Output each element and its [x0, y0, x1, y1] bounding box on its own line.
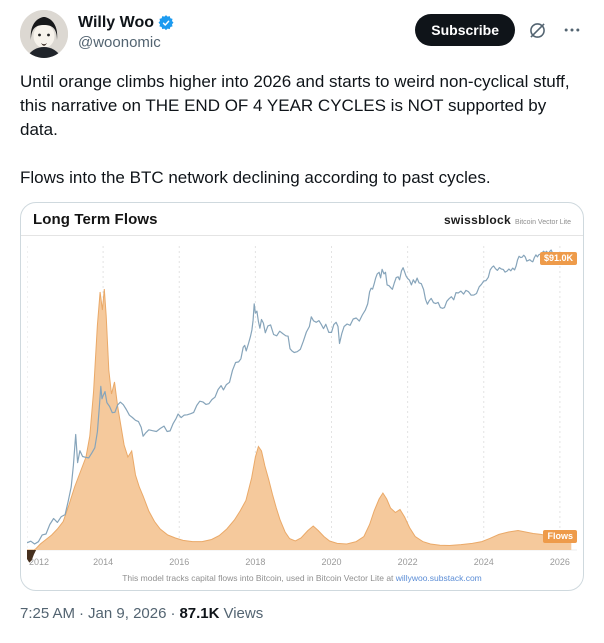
views-count: 87.1K: [179, 605, 220, 622]
tweet-text: Until orange climbs higher into 2026 and…: [20, 70, 584, 190]
name-row: Willy Woo: [78, 13, 415, 32]
subscribe-button[interactable]: Subscribe: [415, 14, 515, 46]
price-line: [27, 249, 563, 545]
chart-brand: swissblock Bitcoin Vector Lite: [444, 213, 571, 227]
separator-dot: ·: [170, 605, 176, 622]
separator-dot: ·: [79, 605, 85, 622]
price-label-badge: $91.0K: [539, 252, 577, 265]
chart-title: Long Term Flows: [33, 211, 158, 228]
caption-text: This model tracks capital flows into Bit…: [122, 573, 396, 583]
verified-badge-icon: [157, 14, 175, 32]
x-tick-label: 2016: [169, 557, 189, 567]
brand-subtitle: Bitcoin Vector Lite: [514, 218, 571, 226]
post-date: Jan 9, 2026: [88, 605, 167, 622]
author-name[interactable]: Willy Woo: [78, 13, 154, 31]
post-time: 7:25 AM: [20, 605, 76, 622]
x-tick-label: 2024: [474, 557, 494, 567]
flows-label-badge: Flows: [543, 530, 577, 543]
x-tick-label: 2018: [245, 557, 265, 567]
x-tick-label: 2026: [550, 557, 570, 567]
post-header: Willy Woo @woonomic Subscribe: [20, 10, 584, 58]
caption-link[interactable]: willywoo.substack.com: [395, 573, 482, 583]
x-tick-label: 2012: [29, 557, 49, 567]
chart-header: Long Term Flows swissblock Bitcoin Vecto…: [21, 203, 583, 236]
flows-line: [27, 288, 572, 551]
brand-name: swissblock: [443, 212, 511, 227]
x-tick-label: 2022: [398, 557, 418, 567]
avatar-image: [20, 10, 68, 58]
post-meta: 7:25 AM · Jan 9, 2026 · 87.1K Views: [20, 605, 584, 622]
header-actions: Subscribe: [415, 10, 584, 46]
chart-caption: This model tracks capital flows into Bit…: [21, 570, 583, 590]
embedded-chart-card[interactable]: Long Term Flows swissblock Bitcoin Vecto…: [20, 202, 584, 591]
x-tick-label: 2020: [321, 557, 341, 567]
tweet-paragraph-2: Flows into the BTC network declining acc…: [20, 168, 491, 187]
grok-icon[interactable]: [525, 18, 550, 43]
author-block: Willy Woo @woonomic: [78, 10, 415, 51]
flows-area: [27, 289, 572, 550]
avatar[interactable]: [20, 10, 68, 58]
tweet-paragraph-1: Until orange climbs higher into 2026 and…: [20, 72, 570, 139]
flows-plot: 2012 2014 2016 2018 2020 2022 2024 2026: [27, 246, 577, 567]
more-options-icon[interactable]: [560, 18, 584, 42]
views-label: Views: [223, 605, 264, 622]
x-tick-label: 2014: [93, 557, 113, 567]
author-handle[interactable]: @woonomic: [78, 34, 161, 51]
plot-area: 2012 2014 2016 2018 2020 2022 2024 2026 $91.0K …: [27, 238, 577, 570]
